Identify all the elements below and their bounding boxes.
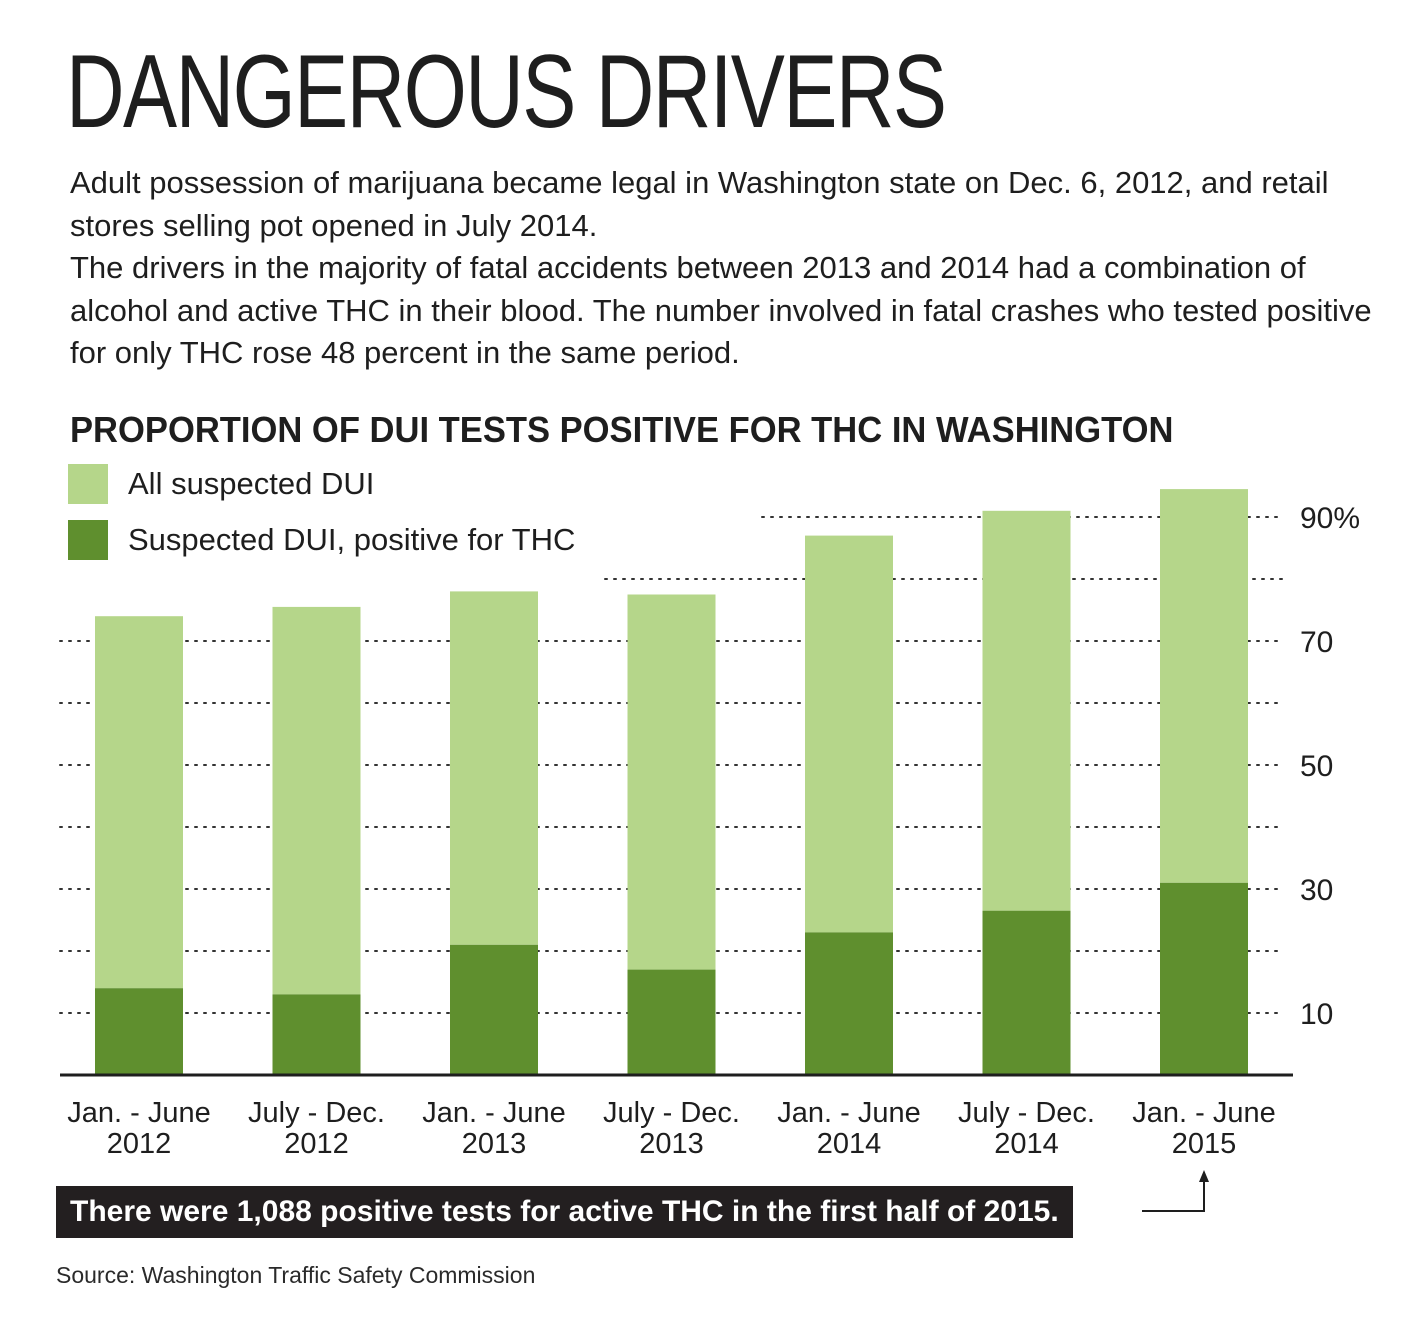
bar-all-dui [1160, 489, 1248, 883]
x-tick-label: Jan. - June [1132, 1097, 1275, 1129]
legend-item-all-dui: All suspected DUI [68, 464, 374, 504]
bar-thc-positive [805, 932, 893, 1076]
x-tick-label: 2012 [284, 1128, 349, 1160]
intro-paragraph-legalization: Adult possession of marijuana became leg… [70, 165, 1329, 243]
x-tick-label: July - Dec. [603, 1097, 740, 1129]
headline: DANGEROUS DRIVERS [66, 34, 947, 150]
legend-label-all-dui: All suspected DUI [128, 466, 375, 501]
legend-item-thc-positive: Suspected DUI, positive for THC [68, 520, 575, 560]
bar-all-dui [805, 535, 893, 933]
legend-swatch-all-dui [68, 464, 108, 504]
y-tick-label: 50 [1300, 750, 1333, 783]
legend-label-thc-positive: Suspected DUI, positive for THC [128, 522, 576, 557]
y-tick-label: 10 [1300, 998, 1333, 1031]
callout-arrowhead [1199, 1170, 1209, 1182]
bar-all-dui [450, 591, 538, 945]
bar-all-dui [627, 594, 716, 970]
bar-thc-positive [1160, 882, 1248, 1076]
x-tick-label: Jan. - June [67, 1097, 210, 1129]
x-tick-label: July - Dec. [248, 1097, 385, 1129]
y-tick-label: 90% [1300, 502, 1360, 535]
x-tick-label: July - Dec. [958, 1097, 1095, 1129]
bar-all-dui [95, 616, 183, 989]
x-tick-label: Jan. - June [777, 1097, 920, 1129]
bar-all-dui [982, 510, 1071, 911]
callout-box: There were 1,088 positive tests for acti… [56, 1186, 1073, 1238]
bar-thc-positive [627, 969, 716, 1076]
intro-text: Adult possession of marijuana became leg… [70, 162, 1380, 375]
bar-thc-positive [982, 910, 1071, 1076]
bar-thc-positive [272, 994, 361, 1076]
x-tick-label: Jan. - June [422, 1097, 565, 1129]
x-tick-label: 2012 [107, 1128, 172, 1160]
x-tick-label: 2014 [994, 1128, 1059, 1160]
legend-swatch-thc-positive [68, 520, 108, 560]
x-tick-label: 2013 [462, 1128, 527, 1160]
callout-connector [1142, 1180, 1205, 1212]
x-tick-label: 2015 [1172, 1128, 1237, 1160]
bar-thc-positive [95, 988, 183, 1076]
bar-all-dui [272, 606, 361, 995]
intro-paragraph-fatal-crashes: The drivers in the majority of fatal acc… [70, 250, 1372, 370]
x-tick-label: 2013 [639, 1128, 704, 1160]
chart-title: PROPORTION OF DUI TESTS POSITIVE FOR THC… [70, 409, 1174, 450]
y-tick-label: 30 [1300, 874, 1333, 907]
source-note: Source: Washington Traffic Safety Commis… [56, 1262, 536, 1288]
y-tick-label: 70 [1300, 626, 1333, 659]
bar-thc-positive [450, 944, 538, 1076]
x-tick-label: 2014 [817, 1128, 882, 1160]
